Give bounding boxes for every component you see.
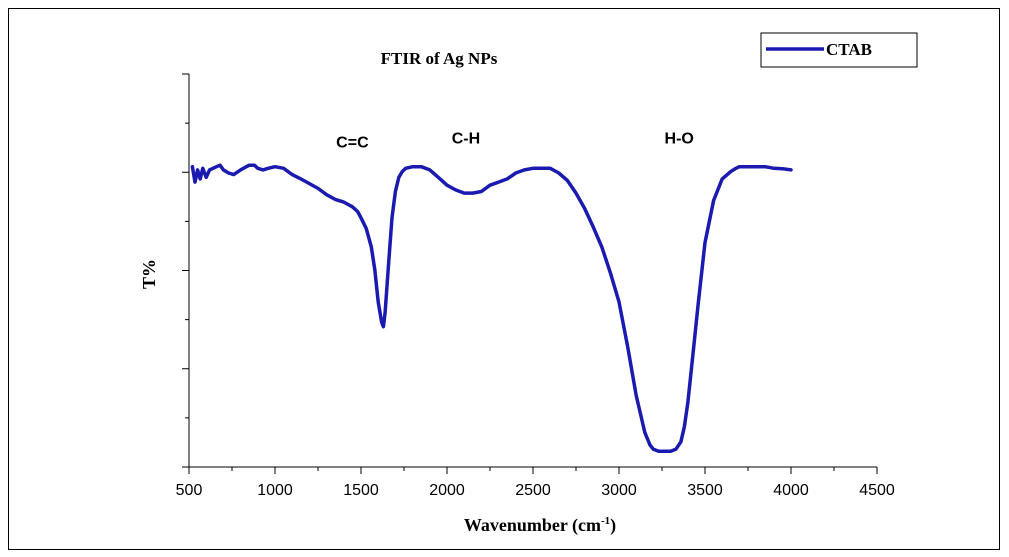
x-tick-label: 2500 (515, 482, 551, 499)
legend-label-ctab: CTAB (826, 40, 872, 59)
x-tick-label: 4500 (859, 482, 895, 499)
x-axis-label-main: Wavenumber (cm (464, 515, 601, 536)
chart-title: FTIR of Ag NPs (381, 49, 498, 68)
y-ticks (182, 73, 189, 468)
chart-frame: FTIR of Ag NPs 500 1000 1500 2000 2500 3000 35… (8, 8, 1000, 550)
y-axis-label: T% (139, 259, 159, 289)
x-tick-label: 1500 (343, 482, 379, 499)
ftir-chart: FTIR of Ag NPs 500 1000 1500 2000 2500 3000 35… (139, 32, 918, 536)
series-group (190, 163, 793, 454)
x-axis-label: Wavenumber (cm-1) (464, 515, 616, 536)
series-line-ctab (190, 163, 793, 454)
peak-annotation: C=C (336, 134, 369, 151)
peak-annotation: C-H (452, 131, 480, 148)
x-tick-label: 500 (176, 482, 203, 499)
x-tick-label: 1000 (257, 482, 293, 499)
x-tick-label: 3500 (687, 482, 723, 499)
x-ticks: 500 1000 1500 2000 2500 3000 3500 4000 4500 (176, 467, 895, 499)
x-axis-label-close: ) (610, 515, 616, 536)
x-tick-label: 2000 (429, 482, 465, 499)
x-tick-label: 3000 (601, 482, 637, 499)
peak-annotations: C=C C-H H-O (336, 131, 694, 152)
legend: CTAB (760, 32, 918, 68)
peak-annotation: H-O (665, 131, 694, 148)
x-tick-label: 4000 (773, 482, 809, 499)
x-axis-label-superscript: -1 (601, 515, 610, 527)
